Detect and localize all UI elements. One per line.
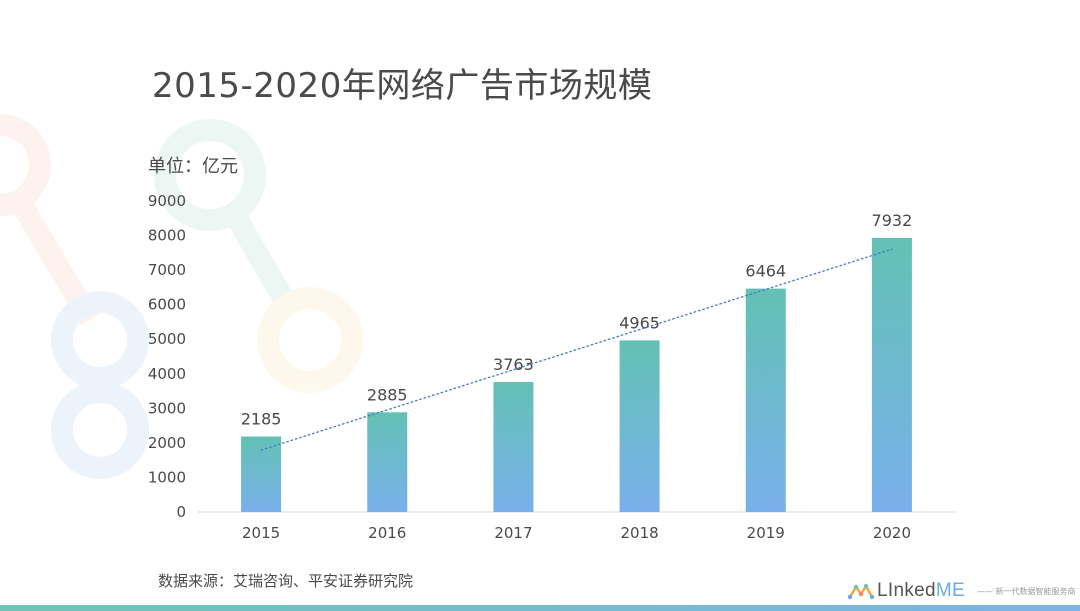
bar (493, 381, 534, 512)
data-label: 3763 (493, 355, 534, 374)
bar (871, 237, 912, 512)
y-tick-label: 9000 (148, 192, 186, 210)
brand-name-suffix: ME (935, 580, 965, 601)
data-label: 2885 (367, 385, 408, 404)
y-tick-label: 8000 (148, 227, 186, 245)
y-tick-label: 1000 (148, 468, 186, 486)
data-label: 6464 (745, 262, 786, 281)
y-tick-label: 2000 (148, 434, 186, 452)
data-label: 7932 (872, 211, 913, 230)
brand-name-prefix: LInked (877, 580, 936, 601)
x-tick-label: 2017 (494, 524, 532, 542)
bar (367, 412, 408, 512)
brand-logo: LInkedME —— 新一代数据智能服务商 (848, 580, 1076, 602)
data-label: 4965 (619, 313, 660, 332)
bar (241, 436, 282, 512)
y-tick-label: 0 (176, 503, 186, 521)
unit-label: 单位：亿元 (148, 156, 238, 177)
y-tick-label: 5000 (148, 330, 186, 348)
y-tick-label: 7000 (148, 261, 186, 279)
x-tick-label: 2019 (747, 524, 785, 542)
bottom-accent-bar (0, 605, 1080, 611)
bar-chart: 0 1000 2000 3000 4000 5000 6000 7000 8000 9000 218… (148, 192, 955, 542)
data-label: 2185 (241, 409, 282, 428)
trend-line (260, 248, 893, 451)
brand-name: LInkedME (877, 580, 965, 602)
x-tick-label: 2016 (368, 524, 406, 542)
y-tick-label: 6000 (148, 296, 186, 314)
bar (745, 288, 786, 512)
y-tick-label: 4000 (148, 365, 186, 383)
brand-tagline: —— 新一代数据智能服务商 (976, 586, 1076, 596)
y-tick-label: 3000 (148, 399, 186, 417)
x-tick-label: 2015 (242, 524, 280, 542)
x-tick-label: 2020 (873, 524, 911, 542)
logo-icon (848, 583, 874, 600)
page-title: 2015-2020年网络广告市场规模 (152, 66, 653, 106)
bar (619, 340, 660, 512)
source-note: 数据来源：艾瑞咨询、平安证券研究院 (158, 572, 414, 590)
x-tick-label: 2018 (620, 524, 658, 542)
